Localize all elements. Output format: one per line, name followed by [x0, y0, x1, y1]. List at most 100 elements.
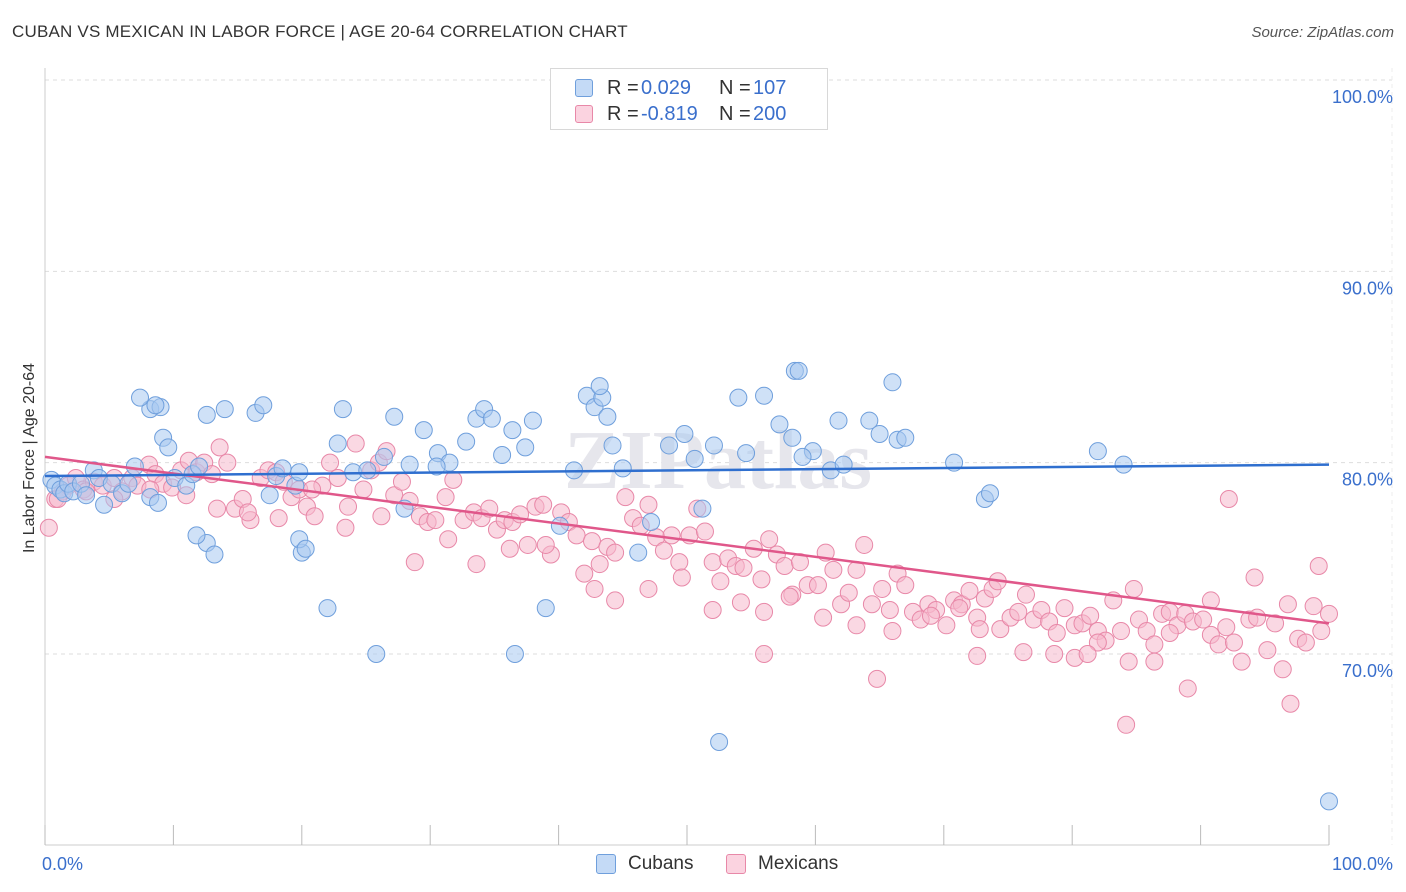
mexican-point [1137, 622, 1156, 641]
mexican-point [208, 499, 227, 518]
mexican-point [518, 535, 537, 554]
legend-row-mexicans: R = -0.819 N = 200 [575, 103, 786, 125]
cuban-point [205, 545, 224, 564]
mexican-point [950, 599, 969, 618]
mexican-point [847, 616, 866, 635]
cuban-point [333, 400, 352, 419]
cuban-point [296, 539, 315, 558]
mexican-point [210, 438, 229, 457]
mexican-point [662, 526, 681, 545]
mexican-point [1047, 623, 1066, 642]
cuban-point [883, 373, 902, 392]
n-value: 200 [753, 102, 787, 125]
mexican-point [339, 497, 358, 516]
mexican-point [582, 532, 601, 551]
mexican-point [703, 553, 722, 572]
cuban-point [710, 733, 729, 752]
cuban-point [783, 428, 802, 447]
mexican-point [780, 587, 799, 606]
mexican-point [760, 530, 779, 549]
mexican-point [1178, 679, 1197, 698]
legend-row-cubans: R = 0.029 N = 107 [575, 77, 786, 99]
cuban-point [603, 436, 622, 455]
n-label: N = [719, 102, 751, 125]
mexican-point [585, 579, 604, 598]
cuban-point [414, 421, 433, 440]
cubans-legend-label: Cubans [628, 853, 694, 874]
cuban-point [613, 459, 632, 478]
cuban-point [260, 486, 279, 505]
cuban-point [729, 388, 748, 407]
mexican-point [1320, 604, 1338, 623]
y-axis-label: In Labor Force | Age 20-64 [21, 362, 38, 554]
cuban-point [131, 388, 150, 407]
mexican-point [354, 480, 373, 499]
cuban-point [598, 407, 617, 426]
chart-title: CUBAN VS MEXICAN IN LABOR FORCE | AGE 20… [12, 22, 628, 41]
trend-lines [44, 455, 1330, 625]
mexican-point [731, 593, 750, 612]
mexican-point [862, 595, 881, 614]
mexican-point [336, 518, 355, 537]
cuban-point [318, 599, 337, 618]
r-label: R = [607, 76, 639, 99]
mexican-point [303, 480, 322, 499]
cuban-point [215, 400, 234, 419]
mexican-point [500, 539, 519, 558]
mexican-point [703, 600, 722, 619]
cuban-point [642, 512, 661, 531]
mexican-point [616, 488, 635, 507]
mexican-point [937, 616, 956, 635]
axis-layer [44, 68, 1393, 846]
cuban-point [374, 447, 393, 466]
mexican-point [921, 606, 940, 625]
mexican-point [711, 572, 730, 591]
mexican-point [238, 503, 257, 522]
cuban-point [400, 455, 419, 474]
mexican-point [639, 579, 658, 598]
cubans-legend-swatch [596, 854, 616, 874]
mexican-point [960, 581, 979, 600]
mexican-point [1217, 618, 1236, 637]
mexican-point [1145, 652, 1164, 671]
cuban-point [590, 377, 609, 396]
cuban-point [159, 438, 178, 457]
cuban-point [829, 411, 848, 430]
mexican-point [824, 560, 843, 579]
mexican-point [1258, 641, 1277, 660]
mexican-point [639, 495, 658, 514]
cuban-point [146, 396, 165, 415]
cuban-point [1114, 455, 1133, 474]
mexican-point [1117, 715, 1136, 734]
cuban-point [505, 645, 524, 663]
mexican-point [444, 470, 463, 489]
cuban-point [685, 449, 704, 468]
mexican-point [1296, 633, 1315, 652]
watermark: ZIPatlas [564, 414, 872, 507]
mexican-point [970, 620, 989, 639]
mexican-point [968, 646, 987, 665]
mexican-point [1209, 635, 1228, 654]
mexican-point [654, 541, 673, 560]
mexican-point [1124, 579, 1143, 598]
mexican-point [567, 526, 586, 545]
cuban-point [737, 444, 756, 463]
mexican-point [346, 434, 365, 453]
mexican-point [991, 620, 1010, 639]
cuban-point [516, 438, 535, 457]
cuban-point [1320, 792, 1338, 811]
cuban-point [981, 484, 1000, 503]
mexican-point [1224, 633, 1243, 652]
mexican-point [405, 553, 424, 572]
mexican-point [734, 558, 753, 577]
mexican-point [534, 495, 553, 514]
y-tick-label: 100.0% [1332, 87, 1393, 107]
mexican-point [1312, 622, 1331, 641]
cuban-point [77, 486, 96, 505]
mexican-point [695, 522, 714, 541]
mexican-point [321, 453, 340, 472]
mexican-point [1016, 585, 1035, 604]
y-tick-label: 90.0% [1342, 278, 1393, 298]
mexican-point [436, 488, 455, 507]
cuban-point [190, 457, 209, 476]
